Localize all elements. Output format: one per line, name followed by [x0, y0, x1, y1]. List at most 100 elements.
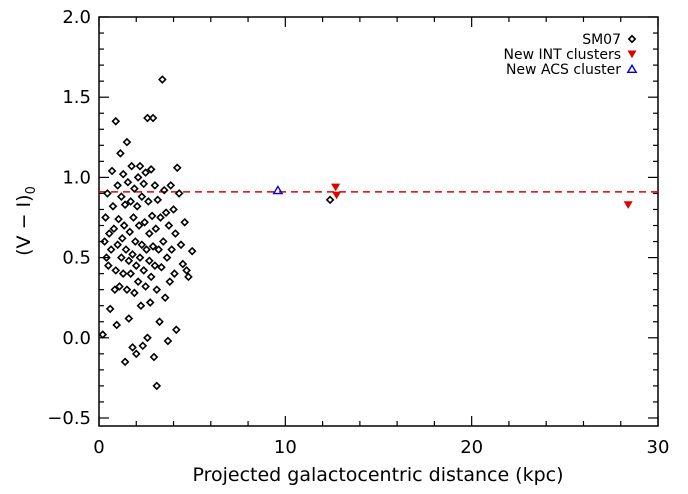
data-point	[150, 261, 160, 270]
data-point	[111, 266, 121, 275]
x-tick-label: 10	[274, 437, 297, 458]
data-point	[104, 229, 114, 238]
data-point	[130, 184, 139, 193]
data-point	[272, 185, 284, 195]
data-point	[137, 240, 147, 250]
data-point	[98, 330, 108, 339]
data-point	[148, 242, 158, 251]
data-point	[156, 213, 165, 222]
data-point	[116, 149, 125, 158]
data-point	[101, 213, 110, 222]
legend-label: New INT clusters	[504, 47, 622, 63]
series-new-acs-cluster	[272, 185, 284, 195]
data-point	[184, 272, 193, 282]
data-point	[117, 192, 126, 201]
data-point	[123, 177, 133, 187]
data-point	[125, 227, 135, 237]
data-point	[109, 224, 119, 234]
data-point	[132, 201, 142, 211]
data-point	[103, 261, 113, 270]
data-point	[152, 381, 162, 391]
data-point	[135, 161, 145, 171]
data-point	[187, 246, 197, 256]
data-point	[133, 173, 143, 182]
data-point	[623, 201, 633, 209]
data-point	[151, 224, 161, 234]
y-axis-label-main: (V − I)	[13, 194, 35, 255]
data-point	[325, 195, 335, 205]
data-point	[178, 259, 188, 269]
data-point	[171, 229, 180, 238]
data-point	[163, 336, 173, 346]
series-new-int-clusters	[331, 183, 633, 209]
data-point	[144, 256, 154, 266]
data-point	[102, 253, 111, 262]
y-tick-label: −0.5	[47, 408, 91, 429]
data-point	[118, 269, 128, 278]
data-point	[131, 261, 141, 270]
data-point	[144, 229, 154, 238]
data-point	[158, 237, 168, 246]
data-point	[143, 113, 152, 123]
data-point	[122, 137, 132, 147]
data-point	[154, 245, 163, 254]
data-point	[117, 234, 127, 243]
data-point	[119, 221, 129, 230]
data-point	[164, 221, 174, 230]
data-point	[110, 285, 120, 294]
data-point	[130, 288, 139, 298]
data-point	[135, 253, 145, 262]
data-point	[149, 352, 159, 362]
data-point	[146, 272, 156, 282]
data-point	[121, 245, 131, 254]
data-point	[332, 191, 342, 200]
data-point	[112, 320, 122, 330]
data-point	[131, 237, 140, 246]
data-point	[126, 269, 136, 278]
data-point	[148, 113, 158, 123]
data-point	[170, 269, 179, 278]
data-point	[113, 181, 122, 190]
data-point	[146, 165, 156, 174]
plot-area	[98, 16, 659, 427]
data-point	[159, 185, 169, 195]
x-tick-label: 0	[93, 437, 104, 458]
data-point	[174, 189, 184, 198]
data-point	[176, 240, 186, 250]
data-point	[128, 343, 137, 352]
data-point	[122, 285, 132, 294]
legend-label: New ACS cluster	[506, 62, 621, 78]
data-point	[129, 213, 138, 222]
data-point	[157, 262, 166, 272]
data-point	[141, 282, 150, 291]
data-point	[160, 293, 170, 303]
data-point	[166, 181, 176, 190]
y-tick-label: 1.0	[62, 167, 91, 188]
y-tick-label: 0.0	[62, 328, 91, 349]
y-tick-label: 2.0	[62, 7, 91, 28]
data-point	[161, 208, 171, 218]
data-point	[128, 250, 137, 259]
data-point	[143, 333, 152, 343]
data-point	[138, 341, 148, 351]
data-point	[167, 245, 177, 254]
data-point	[331, 183, 341, 192]
data-point	[158, 75, 167, 84]
data-point	[162, 253, 172, 262]
data-point	[120, 357, 130, 367]
data-point	[152, 285, 162, 294]
data-point	[139, 266, 149, 275]
axis-ticks: 0 10 20 30 −0.5 0.0 0.5 1.0 1.5 2.0	[47, 7, 669, 458]
legend-marker	[626, 63, 638, 74]
data-point	[150, 181, 160, 190]
data-point	[153, 195, 163, 205]
data-point	[127, 161, 136, 171]
data-point	[136, 301, 146, 311]
data-point	[126, 197, 136, 206]
data-point	[141, 168, 150, 177]
data-point	[134, 221, 144, 230]
y-axis-label: (V − I)0	[13, 186, 39, 256]
data-point	[165, 277, 175, 286]
data-point	[103, 189, 112, 198]
